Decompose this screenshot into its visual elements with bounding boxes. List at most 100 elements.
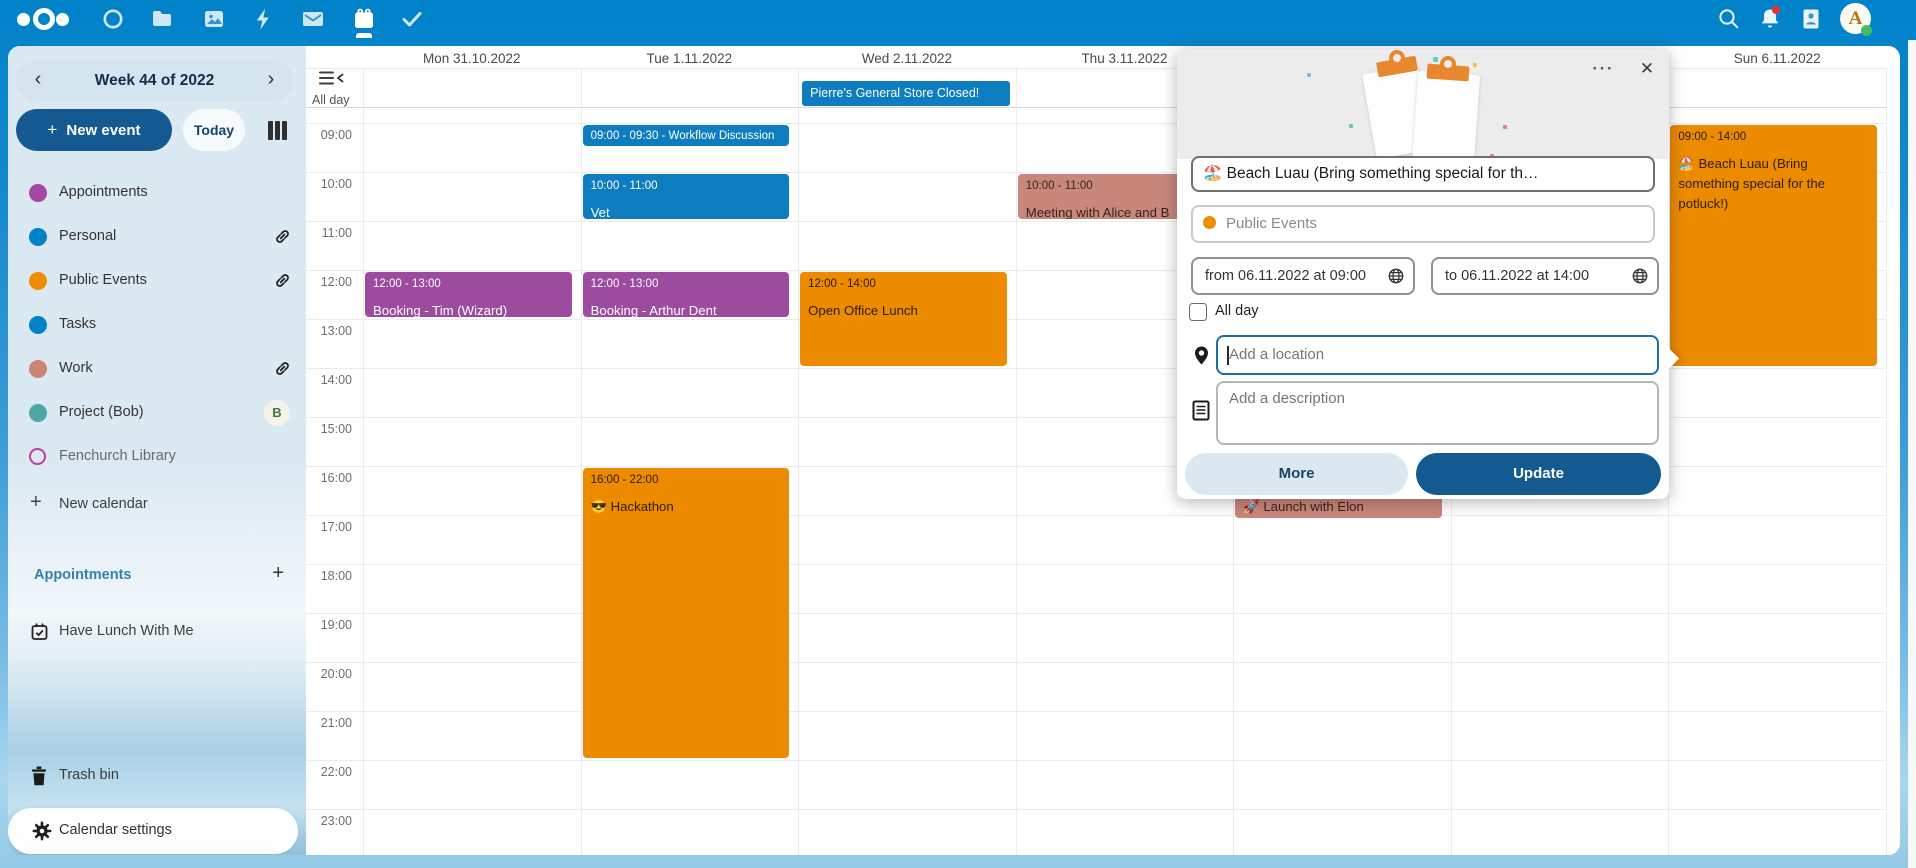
files-icon[interactable]: [151, 7, 175, 31]
calendar-select[interactable]: Public Events: [1191, 205, 1655, 243]
hour-line: [306, 123, 1886, 124]
new-calendar-button[interactable]: + New calendar: [30, 491, 148, 513]
event-title-input[interactable]: 🏖️ Beach Luau (Bring something special f…: [1191, 156, 1655, 192]
sidebar-calendar-fenchurch-library[interactable]: Fenchurch Library: [8, 435, 306, 479]
week-view-icon[interactable]: [266, 121, 292, 140]
hour-line: [306, 270, 1886, 271]
hour-line: [306, 172, 1886, 173]
time-label: 14:00: [320, 373, 352, 387]
photos-icon[interactable]: [202, 7, 226, 31]
event-beach-luau-bring-something-special-for-the-potluck[interactable]: 09:00 - 14:00 🏖️ Beach Luau (Bring someth…: [1670, 125, 1877, 366]
event-time: 16:00 - 22:00: [590, 474, 659, 486]
time-label: 19:00: [320, 618, 352, 632]
day-header-tue-1-11-2022[interactable]: Tue 1.11.2022: [646, 51, 733, 66]
event-hackathon[interactable]: 16:00 - 22:00 😎 Hackathon: [582, 468, 790, 758]
sidebar-calendar-public-events[interactable]: Public Events: [8, 259, 306, 303]
event-workflow-discussion[interactable]: 09:00 - 09:30 - Workflow Discussion: [582, 125, 790, 146]
calendar-check-icon: [30, 622, 49, 641]
dashboard-icon[interactable]: [101, 7, 125, 31]
today-button[interactable]: Today: [183, 109, 245, 151]
collapse-sidebar-icon[interactable]: [318, 70, 345, 87]
sidebar-calendar-tasks[interactable]: Tasks: [8, 303, 306, 347]
page-scrollbar[interactable]: [1908, 40, 1916, 868]
more-actions-icon[interactable]: ⋯: [1591, 55, 1613, 80]
event-time: 12:00 - 14:00: [808, 278, 876, 290]
week-label[interactable]: Week 44 of 2022: [94, 72, 215, 89]
all-day-checkbox-label[interactable]: All day: [1215, 303, 1259, 319]
event-vet[interactable]: 10:00 - 11:00 Vet: [582, 174, 790, 219]
text-caret: [1227, 346, 1229, 365]
event-booking-arthur-dent[interactable]: 12:00 - 13:00 Booking - Arthur Dent: [582, 272, 790, 317]
event-open-office-lunch[interactable]: 12:00 - 14:00 Open Office Lunch: [800, 272, 1007, 366]
hour-line: [306, 417, 1886, 418]
event-title: Booking - Tim (Wizard): [373, 303, 508, 317]
sidebar-calendar-appointments[interactable]: Appointments: [8, 171, 306, 215]
event-booking-tim-wizard[interactable]: 12:00 - 13:00 Booking - Tim (Wizard): [365, 272, 572, 317]
calendar-color-dot: [1203, 216, 1216, 229]
sidebar-calendar-work[interactable]: Work: [8, 347, 306, 391]
location-input[interactable]: Add a location: [1216, 335, 1659, 375]
close-icon[interactable]: ✕: [1639, 59, 1655, 78]
hour-line: [306, 760, 1886, 761]
hour-line: [306, 466, 1886, 467]
share-link-icon: [274, 360, 291, 377]
event-title: Vet: [590, 205, 610, 219]
hour-line: [306, 613, 1886, 614]
day-header-thu-3-11-2022[interactable]: Thu 3.11.2022: [1081, 51, 1168, 66]
activity-icon[interactable]: [252, 7, 276, 31]
timezone-globe-icon[interactable]: [1388, 268, 1404, 284]
sidebar-calendar-personal[interactable]: Personal: [8, 215, 306, 259]
contacts-icon[interactable]: [1799, 7, 1823, 31]
mail-icon[interactable]: [301, 7, 325, 31]
app-content: ‹ Week 44 of 2022 › + New event Today App…: [8, 46, 1900, 855]
calendar-name: Personal: [59, 228, 117, 244]
time-label: 21:00: [320, 716, 352, 730]
column-border: [798, 68, 800, 855]
start-datetime-field[interactable]: from 06.11.2022 at 09:00: [1191, 257, 1415, 295]
trash-bin-item[interactable]: Trash bin: [8, 754, 306, 798]
description-icon: [1192, 400, 1210, 421]
calendar-color-dot: [29, 272, 47, 290]
nextcloud-logo-icon[interactable]: [16, 0, 80, 38]
calendar-name: Fenchurch Library: [59, 448, 176, 464]
time-label: 22:00: [320, 765, 352, 779]
search-icon[interactable]: [1717, 7, 1741, 31]
location-pin-icon: [1194, 346, 1209, 365]
next-week-button[interactable]: ›: [267, 68, 275, 90]
all-day-label: All day: [312, 93, 350, 107]
calendar-color-dot: [29, 184, 47, 202]
time-label: 12:00: [320, 275, 352, 289]
share-link-icon: [274, 228, 291, 245]
add-appointment-config-button[interactable]: +: [272, 562, 284, 584]
active-app-indicator: [356, 33, 372, 38]
previous-week-button[interactable]: ‹: [34, 68, 42, 90]
all-day-checkbox[interactable]: [1189, 303, 1207, 321]
description-textarea[interactable]: Add a description: [1216, 381, 1659, 445]
day-header-mon-31-10-2022[interactable]: Mon 31.10.2022: [422, 51, 521, 66]
appointment-config-item[interactable]: Have Lunch With Me: [8, 610, 306, 654]
calendar-sidebar: ‹ Week 44 of 2022 › + New event Today App…: [8, 46, 306, 855]
day-header-wed-2-11-2022[interactable]: Wed 2.11.2022: [861, 51, 953, 66]
new-event-button[interactable]: + New event: [16, 109, 172, 151]
hour-line: [306, 564, 1886, 565]
logo-circle: [17, 12, 30, 26]
timezone-globe-icon[interactable]: [1632, 268, 1648, 284]
top-bar: A: [0, 0, 1916, 38]
logo-circle: [33, 7, 55, 30]
calendar-app-icon[interactable]: [352, 7, 376, 31]
shared-owner-badge: B: [264, 400, 290, 426]
update-button[interactable]: Update: [1416, 453, 1661, 495]
tasks-icon[interactable]: [400, 7, 424, 31]
allday-event-pierre-s-general-store-closed[interactable]: Pierre's General Store Closed!: [802, 81, 1010, 106]
event-title: Meeting with Alice and B: [1025, 205, 1170, 219]
calendar-name: Project (Bob): [59, 404, 144, 420]
more-button[interactable]: More: [1185, 453, 1408, 495]
column-border: [1015, 68, 1017, 855]
calendar-settings-button[interactable]: Calendar settings: [8, 808, 298, 854]
time-label: 13:00: [320, 324, 352, 338]
online-status-dot: [1861, 25, 1872, 36]
end-datetime-field[interactable]: to 06.11.2022 at 14:00: [1431, 257, 1659, 295]
share-link-icon: [274, 272, 291, 289]
day-header-sun-6-11-2022[interactable]: Sun 6.11.2022: [1733, 51, 1821, 66]
sidebar-calendar-project-bob[interactable]: Project (Bob) B: [8, 391, 306, 435]
